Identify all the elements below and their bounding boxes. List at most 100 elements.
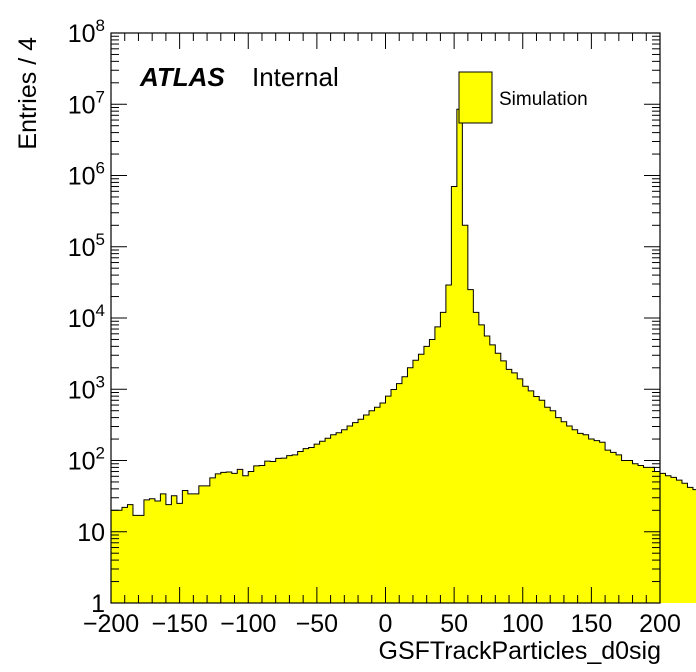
x-tick-label: −50 [296,610,338,638]
histogram-bar [495,353,502,603]
histogram-bar [138,515,145,603]
histogram-bar [264,461,271,603]
histogram-bar [182,490,189,603]
histogram-bar [660,473,666,603]
y-tick-label: 102 [68,444,105,476]
x-tick-label: 0 [379,610,393,638]
histogram-bar [149,498,156,603]
y-tick-label: 105 [68,230,105,262]
histogram-bar [242,475,249,603]
histogram-bar [231,473,238,603]
x-tick-label: 150 [571,610,613,638]
histogram-bar [533,396,540,603]
histogram-bar [132,515,139,603]
histogram-outline [110,108,696,603]
x-tick-label: 50 [440,610,468,638]
histogram-bar [281,458,287,603]
histogram-bar [484,335,491,603]
histogram-bar [358,419,364,603]
histogram-bar [237,469,244,603]
histogram-bar [390,389,397,603]
histogram-bar [610,452,617,603]
y-tick-label: 10 [77,519,105,547]
histogram-bar [544,407,551,603]
y-tick-label: 107 [68,87,105,119]
atlas-label: ATLAS [139,62,225,92]
histogram-bar [489,344,496,603]
histogram-bar [583,434,589,603]
histogram-bar [423,346,430,603]
atlas-sublabel: Internal [252,62,339,92]
x-tick-label: 200 [639,610,681,638]
histogram-bar [292,454,298,603]
x-tick-label: 100 [502,610,544,638]
histogram-bar [676,480,683,603]
histogram-bar [429,339,436,603]
histogram-bar [506,369,513,603]
histogram-bar [577,433,584,603]
histogram-bar [555,417,562,603]
histogram-bar [462,225,469,603]
y-tick-label: 103 [68,372,105,404]
histogram-bar [522,386,529,603]
y-axis: 1 10 102 103 104 105 106 107 108 [68,16,660,618]
y-tick-label: 1 [91,590,105,618]
histogram-bar [352,422,359,603]
histogram-bar [456,109,463,603]
histogram-bar [220,472,227,603]
histogram-bar [561,421,567,603]
histogram-bar [550,410,556,603]
histogram-bar [396,383,403,603]
histogram-bar [143,499,150,603]
histogram-bar [116,510,123,603]
histogram-bar [226,471,233,603]
histogram-bar [308,447,315,603]
histogram-bar [363,415,370,603]
histogram-bar [204,485,211,603]
x-axis-label: GSFTrackParticles_d0sig [379,637,662,665]
histogram-bar [539,400,546,603]
histogram-bar [517,378,524,603]
x-tick-label: −100 [220,610,276,638]
histogram-bar [588,439,595,603]
histogram-bar [314,444,320,603]
histogram-bar [330,434,337,603]
histogram-bar [605,450,611,603]
histogram-bar [248,471,255,603]
legend-swatch [458,71,493,124]
histogram-bar [297,451,304,603]
histogram-bar [473,312,480,603]
histogram-bar [176,503,183,603]
histogram-bar [599,442,606,603]
histogram-bar [643,467,650,603]
histogram-bar [445,285,452,603]
x-tick-label: −150 [151,610,207,638]
histogram-bar [681,483,688,603]
histogram-bar [649,467,655,603]
histogram-bar [687,487,694,603]
histogram-bar [434,326,441,603]
histogram-bar [418,354,425,603]
histogram-bar [412,360,419,603]
histogram-bar [594,440,600,603]
histogram-bar [440,312,447,603]
histogram-bar [160,493,167,603]
histogram-bar [303,448,309,603]
histogram-bar [253,465,260,603]
histogram-bar [500,360,507,603]
histogram-bar [325,438,331,603]
histogram-bar [638,465,644,603]
legend-label: Simulation [499,89,588,110]
histogram-bar [654,471,661,603]
histogram-bar [209,477,216,603]
histogram-bar [270,461,276,603]
histogram-bar [511,372,518,603]
histogram-bar [467,289,474,603]
histogram-bar [121,507,128,603]
histogram-bar [528,390,535,603]
histogram-bar [572,429,578,603]
histogram-bar [319,441,326,603]
histogram-bar [286,455,293,603]
y-tick-label: 104 [68,301,105,333]
x-tick-label: −200 [83,610,139,638]
